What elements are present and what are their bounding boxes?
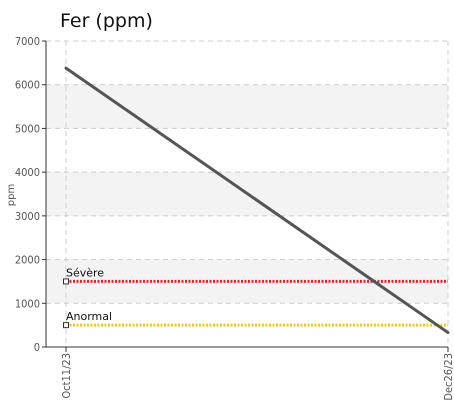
plot-band [46, 84, 448, 129]
y-tick-label: 0 [34, 341, 40, 354]
y-tick-label: 7000 [15, 35, 40, 48]
threshold-label: Anormal [66, 310, 112, 323]
y-tick-label: 3000 [15, 210, 40, 223]
threshold-marker [63, 278, 69, 285]
data-series [64, 66, 450, 335]
x-tick-label: Oct11/23 [60, 353, 73, 399]
y-tick-label: 2000 [15, 254, 40, 267]
threshold-label: Sévère [66, 266, 104, 279]
threshold-lines: Sévère Anormal [63, 266, 448, 329]
y-tick-label: 6000 [15, 79, 40, 92]
threshold-marker [63, 322, 69, 329]
grid-lines [46, 40, 449, 347]
y-tick-label: 5000 [15, 122, 40, 135]
y-tick-label: 1000 [15, 297, 40, 310]
series-line [64, 66, 450, 335]
axes [42, 40, 449, 352]
y-axis-label: ppm [6, 184, 17, 206]
chart-title: Fer (ppm) [60, 10, 153, 32]
y-tick-label: 4000 [15, 166, 40, 179]
tick-labels: 0 1000 2000 3000 4000 5000 6000 7000 Oct11/23 Dec… [15, 35, 454, 401]
x-tick-label: Dec26/23 [442, 353, 454, 401]
